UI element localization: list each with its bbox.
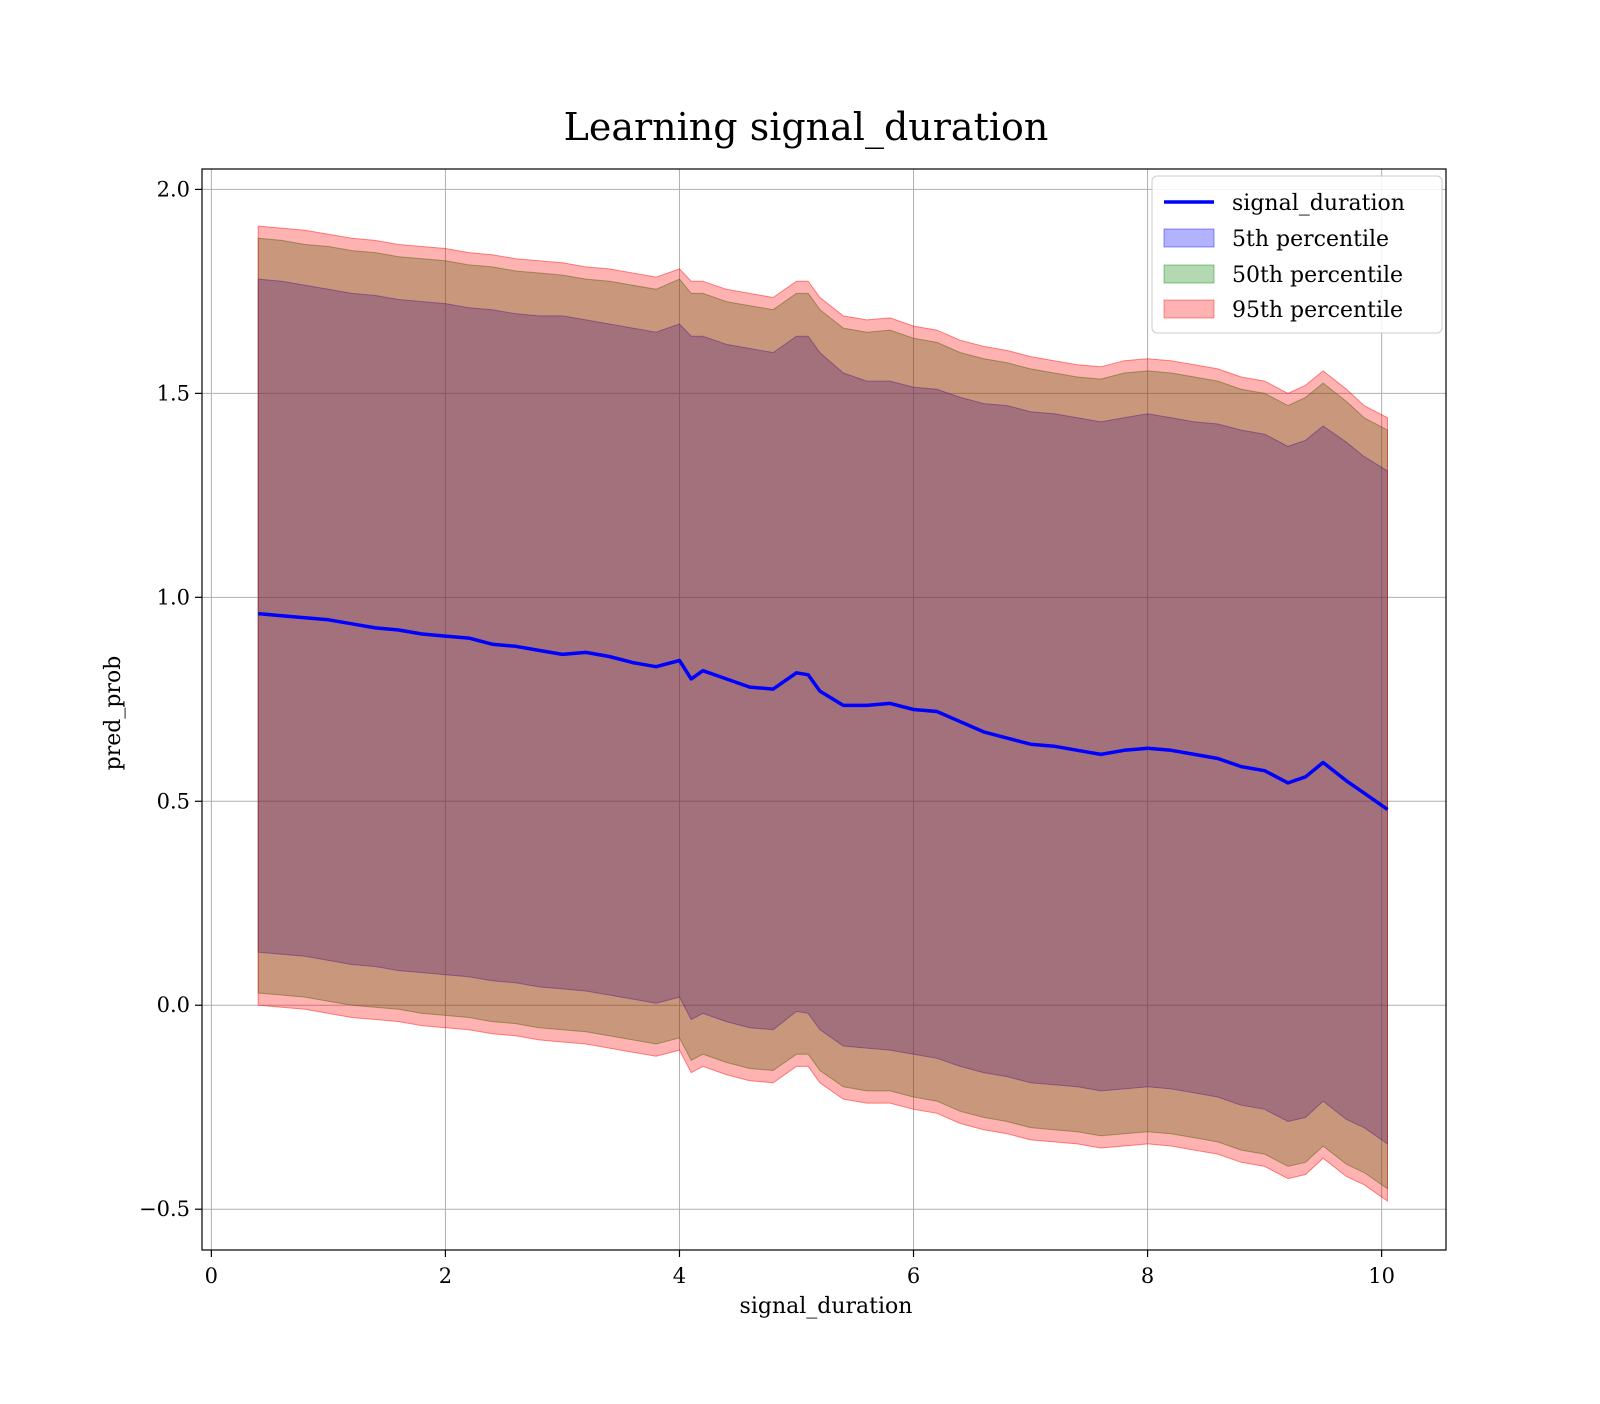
x-tick-label-2: 4: [673, 1264, 686, 1288]
legend: signal_duration 5th percentile 50th perc…: [1151, 175, 1443, 334]
y-tick-label-0: −0.5: [139, 1197, 190, 1221]
x-tick-label-1: 2: [439, 1264, 452, 1288]
legend-label-line: signal_duration: [1232, 191, 1405, 216]
band-50th-percentile: [257, 237, 1388, 1190]
axes-layer: 0 2 4 6 8 10 −0.5 0.0 0.5 1.0 1.5 2.0: [139, 168, 1447, 1288]
legend-label-5th: 5th percentile: [1232, 227, 1389, 252]
y-tick-label-4: 1.5: [157, 381, 190, 405]
band-95th-percentile: [257, 225, 1388, 1202]
y-tick-label-5: 2.0: [157, 177, 190, 201]
legend-label-95th: 95th percentile: [1232, 298, 1403, 323]
y-tick-label-1: 0.0: [157, 993, 190, 1017]
legend-swatch-5th: [1163, 228, 1215, 248]
legend-swatch-95th: [1163, 299, 1215, 319]
band-5th-percentile: [257, 278, 1388, 1145]
x-tick-label-4: 8: [1141, 1264, 1154, 1288]
grid-layer: [202, 169, 1446, 1250]
legend-swatch-50th: [1163, 264, 1215, 284]
series-line-signal-duration: [258, 611, 1389, 811]
band-layer: [257, 225, 1388, 1202]
line-layer: [258, 611, 1389, 811]
x-tick-label-3: 6: [907, 1264, 920, 1288]
plot-frame: [201, 168, 1447, 1251]
y-tick-label-3: 1.0: [157, 585, 190, 609]
chart-title: Learning signal_duration: [564, 105, 1049, 150]
x-tick-label-0: 0: [205, 1264, 218, 1288]
legend-frame: [1151, 175, 1443, 334]
y-axis-label: pred_prob: [101, 656, 126, 771]
x-tick-label-5: 10: [1368, 1264, 1395, 1288]
legend-label-50th: 50th percentile: [1232, 263, 1403, 288]
x-axis-label: signal_duration: [740, 1294, 913, 1319]
y-tick-label-2: 0.5: [157, 789, 190, 813]
